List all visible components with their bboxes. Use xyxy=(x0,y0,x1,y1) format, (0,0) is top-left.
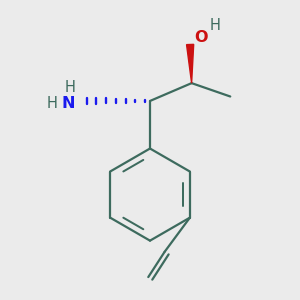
Text: H: H xyxy=(210,18,221,33)
Text: O: O xyxy=(194,30,207,45)
Polygon shape xyxy=(187,44,194,83)
Text: H: H xyxy=(46,96,57,111)
Text: H: H xyxy=(64,80,75,95)
Text: N: N xyxy=(61,96,75,111)
